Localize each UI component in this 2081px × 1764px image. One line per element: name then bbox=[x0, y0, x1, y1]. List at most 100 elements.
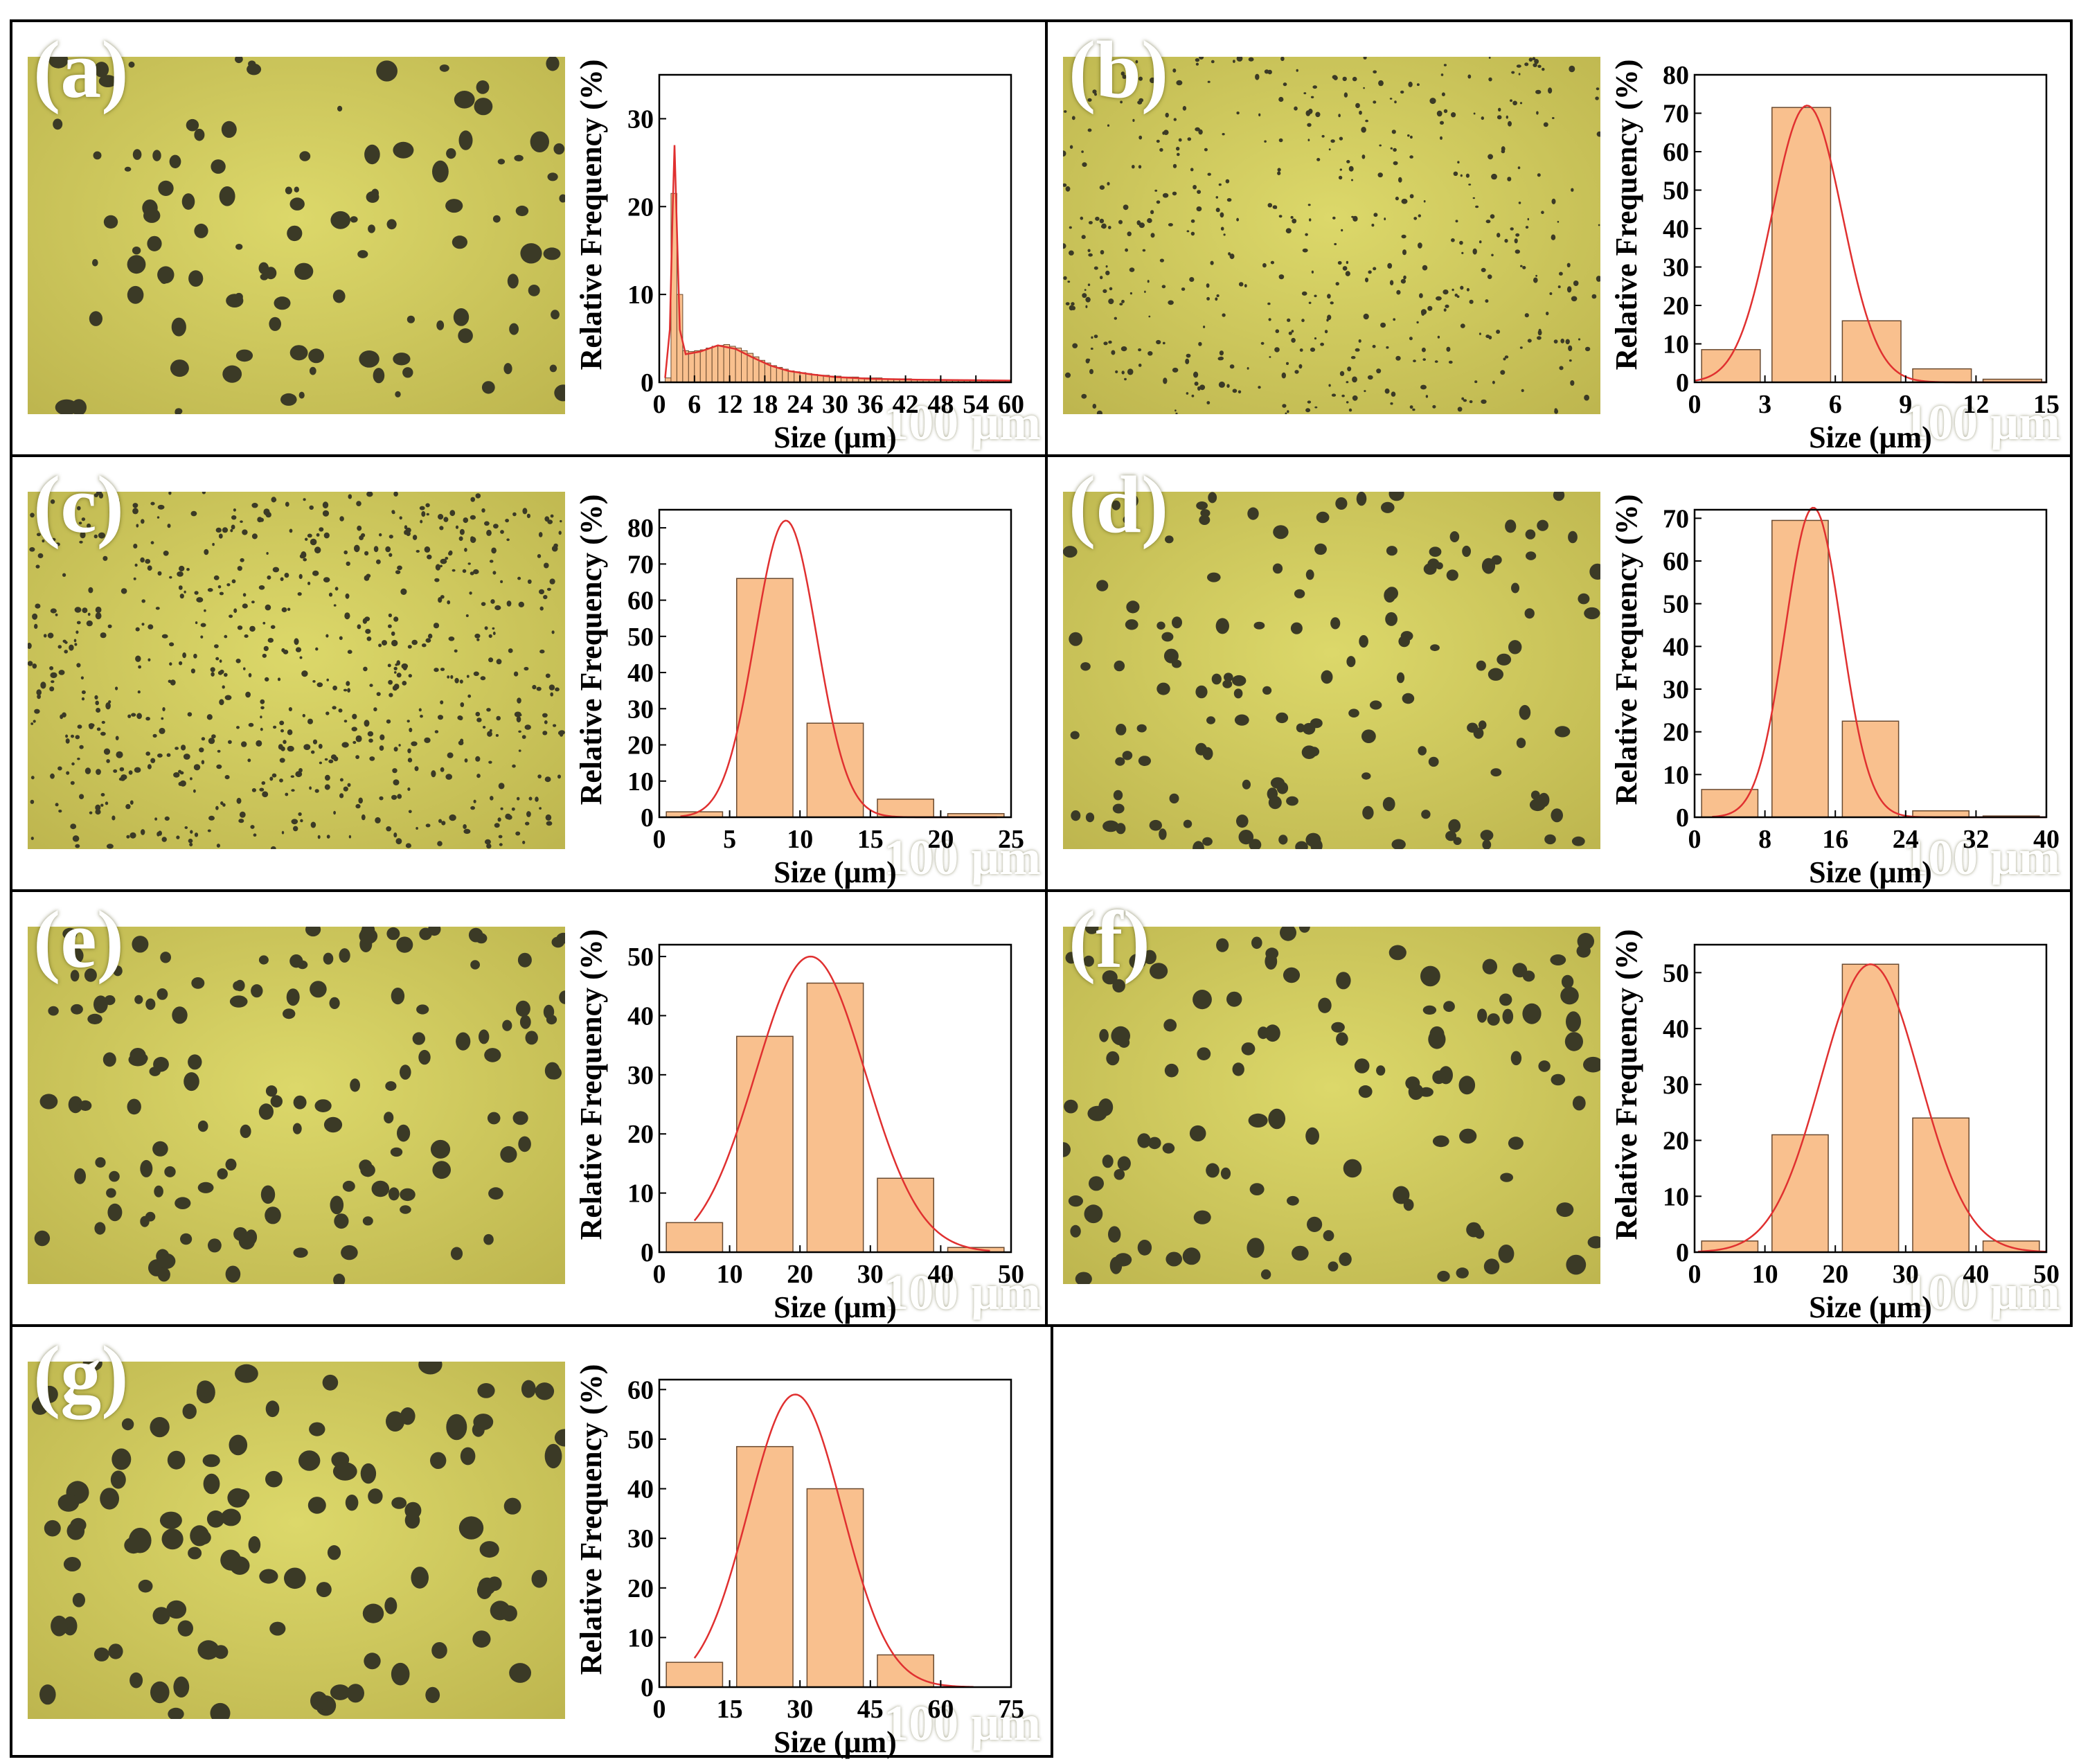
particle bbox=[1459, 240, 1463, 245]
particle bbox=[1217, 357, 1223, 361]
particle bbox=[1354, 1058, 1370, 1073]
particle bbox=[242, 529, 248, 535]
particle bbox=[500, 530, 504, 534]
particle bbox=[1485, 299, 1489, 303]
particle bbox=[1215, 297, 1218, 301]
particle bbox=[170, 679, 176, 686]
particle bbox=[103, 748, 111, 755]
particle bbox=[1482, 959, 1497, 974]
plot-area bbox=[659, 75, 1011, 382]
particle bbox=[1335, 282, 1339, 286]
particle bbox=[225, 1158, 237, 1171]
particle bbox=[71, 762, 75, 766]
particle bbox=[249, 625, 256, 632]
particle bbox=[251, 788, 256, 792]
particle bbox=[1238, 282, 1244, 287]
particle bbox=[1518, 73, 1521, 75]
particle bbox=[506, 600, 512, 607]
particle bbox=[384, 1597, 398, 1614]
particle bbox=[365, 629, 371, 634]
x-tick-label: 10 bbox=[787, 825, 813, 854]
particle bbox=[1183, 819, 1193, 828]
particle bbox=[71, 1004, 83, 1015]
particle bbox=[1138, 98, 1144, 103]
particle bbox=[1505, 519, 1517, 533]
particle bbox=[395, 684, 400, 688]
particle bbox=[1172, 191, 1177, 196]
particle bbox=[480, 676, 486, 681]
particle bbox=[1208, 492, 1217, 504]
particle bbox=[1172, 68, 1177, 73]
particle bbox=[424, 546, 431, 553]
particle bbox=[1226, 384, 1230, 388]
particle bbox=[1409, 405, 1413, 409]
particle bbox=[1456, 295, 1460, 299]
particle bbox=[1348, 709, 1359, 718]
x-tick-label: 0 bbox=[653, 390, 666, 419]
particle bbox=[343, 786, 348, 792]
particle bbox=[152, 1607, 170, 1625]
particle bbox=[1572, 1096, 1586, 1111]
particle bbox=[1063, 276, 1067, 280]
particle bbox=[518, 749, 521, 752]
particle bbox=[1255, 73, 1260, 80]
particle bbox=[212, 542, 215, 546]
particle bbox=[1393, 161, 1398, 166]
particle bbox=[1156, 682, 1170, 695]
particle bbox=[507, 274, 519, 289]
particle bbox=[412, 1032, 425, 1045]
particle bbox=[152, 150, 161, 161]
particle bbox=[298, 812, 302, 817]
particle bbox=[187, 712, 193, 717]
particle bbox=[253, 833, 257, 837]
particle bbox=[559, 990, 565, 1004]
particle bbox=[1262, 686, 1272, 695]
particle bbox=[200, 623, 206, 627]
particle bbox=[1521, 389, 1524, 393]
particle bbox=[1358, 339, 1361, 343]
particle bbox=[1524, 608, 1535, 619]
particle bbox=[181, 193, 195, 210]
particle bbox=[153, 1057, 169, 1072]
particle bbox=[1571, 296, 1578, 302]
particle bbox=[1533, 63, 1537, 67]
particle bbox=[453, 308, 470, 326]
particle bbox=[184, 826, 188, 829]
particle bbox=[1247, 367, 1249, 370]
y-tick-label: 40 bbox=[627, 1001, 654, 1031]
particle bbox=[326, 835, 330, 839]
particle bbox=[260, 1185, 276, 1204]
particle bbox=[1149, 819, 1162, 831]
particle bbox=[293, 826, 298, 832]
particle bbox=[51, 1615, 68, 1637]
particle bbox=[559, 194, 565, 203]
particle bbox=[215, 527, 222, 533]
particle bbox=[501, 1605, 517, 1622]
particle bbox=[206, 1510, 225, 1528]
particle bbox=[138, 665, 142, 669]
particle bbox=[1339, 136, 1343, 141]
particle bbox=[1352, 395, 1358, 401]
particle bbox=[1346, 381, 1349, 384]
y-tick-label: 20 bbox=[627, 1120, 654, 1149]
histogram-chart: 0 10 20 30 40 50 0 10 20 30 40 50 Size (μm) Relative … bbox=[1606, 892, 2081, 1328]
particle bbox=[55, 803, 59, 807]
x-tick-label: 60 bbox=[998, 390, 1024, 419]
particle bbox=[36, 689, 42, 696]
y-tick-label: 0 bbox=[1676, 803, 1689, 832]
particle bbox=[457, 715, 463, 720]
particle bbox=[1202, 747, 1213, 760]
particle bbox=[376, 692, 381, 696]
particle bbox=[150, 541, 154, 544]
particle bbox=[1277, 171, 1281, 175]
particle bbox=[1502, 1008, 1514, 1024]
particle bbox=[211, 672, 215, 677]
particle bbox=[141, 519, 145, 524]
particle bbox=[64, 650, 68, 654]
particle bbox=[178, 585, 183, 590]
particle bbox=[526, 811, 531, 817]
particle bbox=[1129, 495, 1138, 507]
particle bbox=[1511, 582, 1519, 594]
particle bbox=[1584, 346, 1591, 352]
